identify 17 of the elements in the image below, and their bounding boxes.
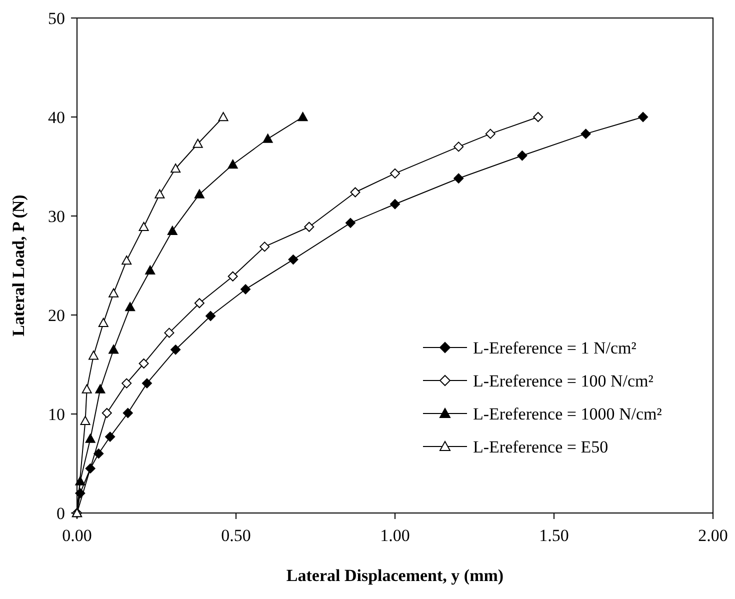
x-tick-label: 1.50 — [539, 526, 569, 545]
legend-label: L-Ereference = 1000 N/cm² — [473, 404, 662, 424]
y-tick-label: 50 — [48, 9, 65, 28]
y-tick-label: 0 — [56, 504, 65, 523]
legend-label: L-Ereference = 1 N/cm² — [473, 338, 636, 358]
y-tick-label: 10 — [48, 405, 65, 424]
y-tick-label: 30 — [48, 207, 65, 226]
x-tick-label: 2.00 — [698, 526, 728, 545]
x-tick-label: 0.50 — [221, 526, 251, 545]
legend-label: L-Ereference = E50 — [473, 438, 608, 456]
y-tick-label: 40 — [48, 108, 65, 127]
x-tick-label: 0.00 — [62, 526, 92, 545]
x-axis-title: Lateral Displacement, y (mm) — [286, 566, 504, 585]
y-tick-label: 20 — [48, 306, 65, 325]
x-tick-label: 1.00 — [380, 526, 410, 545]
legend-label: L-Ereference = 100 N/cm² — [473, 372, 654, 390]
y-axis-title: Lateral Load, P (N) — [9, 194, 28, 336]
